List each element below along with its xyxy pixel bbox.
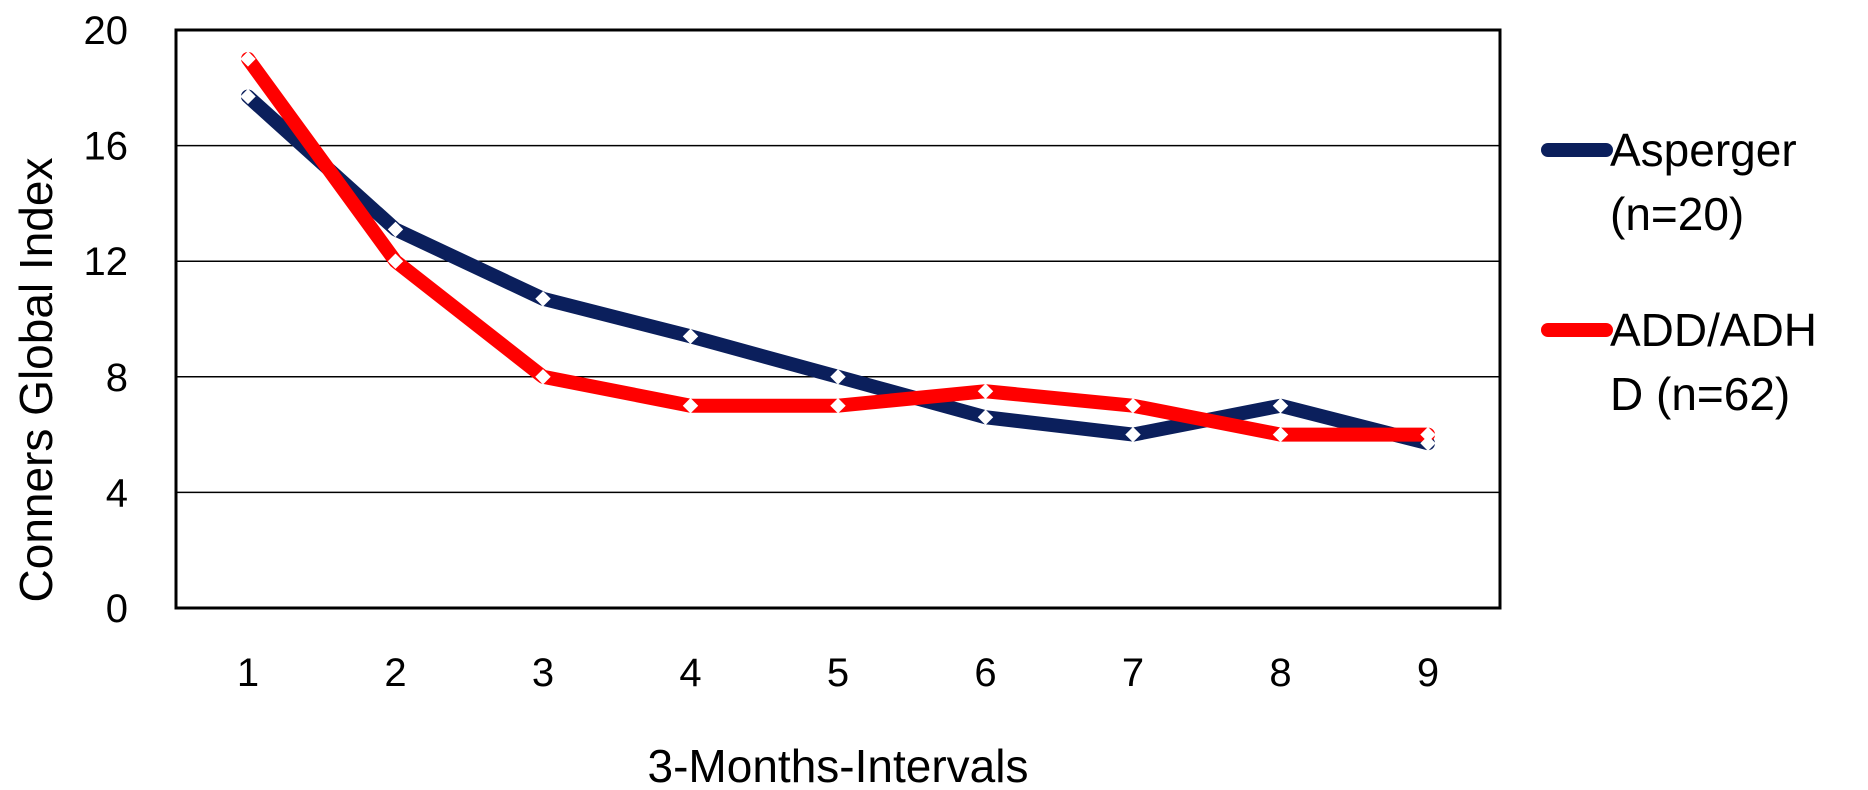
legend-item-asperger: Asperger (n=20): [1541, 124, 1797, 240]
series-lines: [241, 51, 1435, 451]
data-point-marker-0: [977, 409, 994, 425]
data-point-marker-0: [1272, 397, 1289, 414]
x-tick-label: 2: [384, 651, 406, 695]
data-point-marker-1: [830, 397, 846, 414]
legend-item-add-adhd: ADD/ADH D (n=62): [1541, 304, 1817, 420]
y-tick-labels: 0 4 8 12 16 20: [84, 9, 129, 631]
data-point-marker-1: [387, 253, 404, 269]
data-point-marker-1: [682, 397, 699, 414]
x-axis-title: 3-Months-Intervals: [648, 740, 1029, 790]
legend-label-line: ADD/ADH: [1610, 304, 1817, 356]
data-point-marker-1: [535, 369, 551, 385]
y-tick-label: 20: [84, 9, 129, 53]
data-point-marker-0: [240, 88, 256, 105]
y-tick-label: 16: [84, 125, 129, 169]
x-tick-label: 1: [237, 651, 259, 695]
x-tick-label: 4: [679, 651, 701, 695]
series-line-0: [241, 89, 1435, 451]
x-tick-label: 3: [532, 651, 554, 695]
x-tick-label: 5: [827, 651, 849, 695]
data-point-marker-0: [1420, 435, 1436, 451]
legend: Asperger (n=20) ADD/ADH D (n=62): [1541, 124, 1817, 420]
data-point-marker-0: [535, 291, 551, 307]
y-tick-label: 12: [84, 240, 129, 284]
x-tick-label: 6: [974, 651, 996, 695]
x-tick-labels: 1 2 3 4 5 6 7 8 9: [237, 651, 1439, 695]
y-axis-title: Conners Global Index: [10, 158, 62, 603]
data-point-marker-0: [1125, 426, 1141, 443]
x-tick-label: 8: [1269, 651, 1291, 695]
legend-label-line: D (n=62): [1610, 368, 1790, 420]
legend-label-line: Asperger: [1610, 124, 1797, 176]
data-point-marker-1: [977, 383, 994, 399]
data-point-marker-0: [830, 369, 846, 385]
x-tick-label: 9: [1417, 651, 1439, 695]
data-point-marker-1: [1272, 426, 1289, 443]
x-tick-label: 7: [1122, 651, 1144, 695]
data-markers: [240, 51, 1436, 451]
data-point-marker-1: [1125, 397, 1141, 414]
y-tick-label: 0: [106, 587, 128, 631]
data-point-marker-0: [682, 328, 699, 345]
y-tick-label: 4: [106, 471, 128, 515]
data-point-marker-1: [240, 51, 256, 67]
plot-area-border: [174, 28, 1502, 610]
y-tick-label: 8: [106, 356, 128, 400]
data-point-marker-0: [387, 221, 404, 238]
data-point-marker-1: [1420, 426, 1436, 443]
legend-label-line: (n=20): [1610, 188, 1744, 240]
